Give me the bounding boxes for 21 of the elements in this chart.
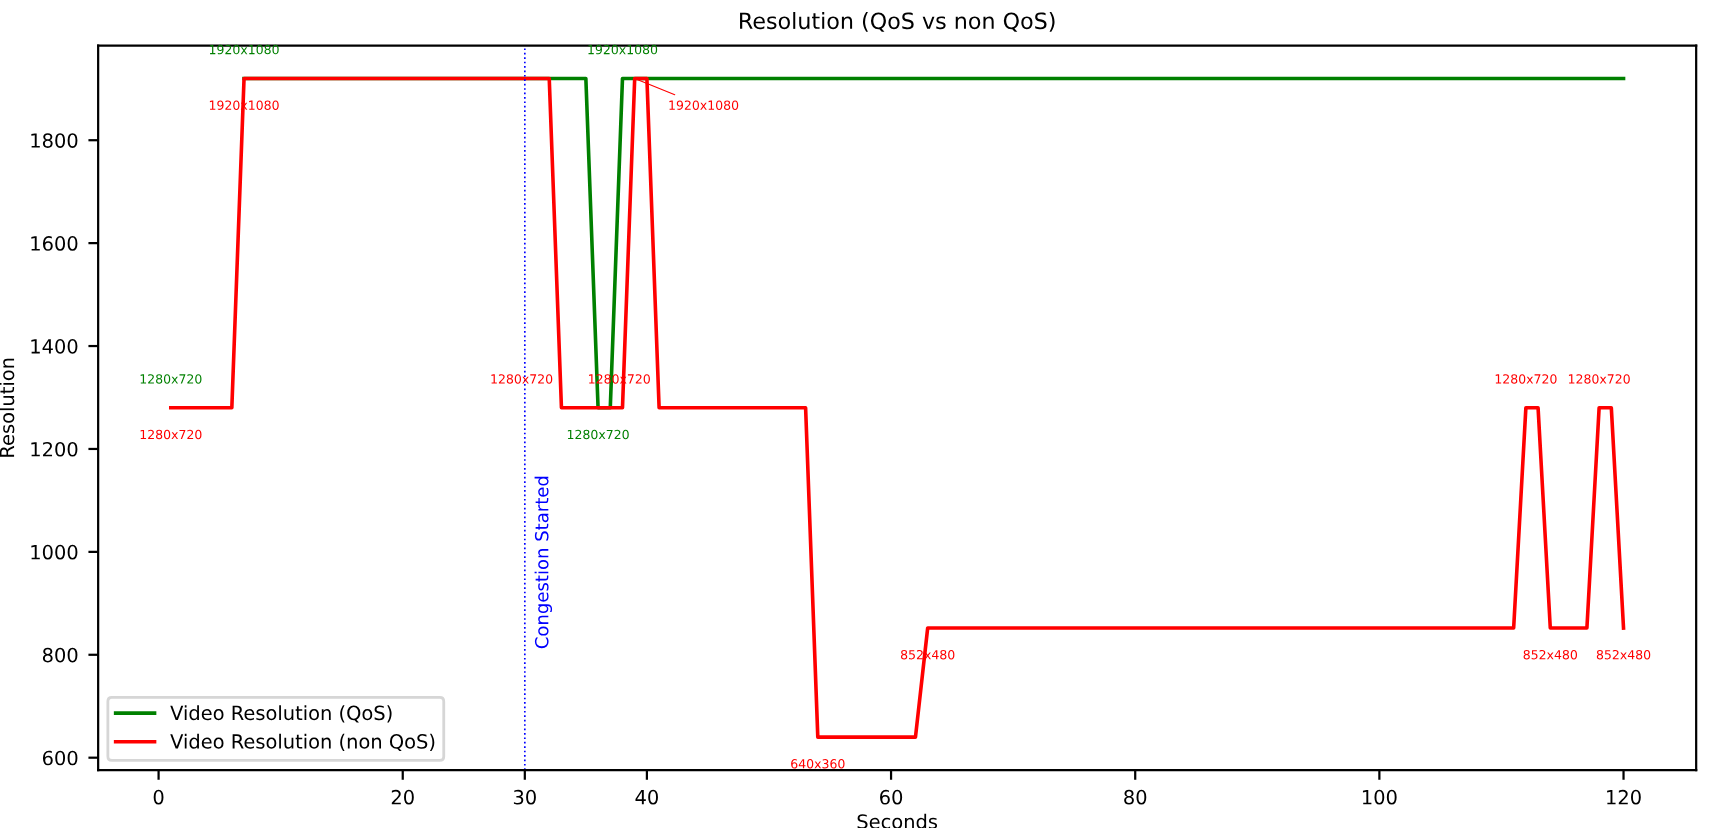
chart-title: Resolution (QoS vs non QoS) — [740, 11, 1055, 32]
y-tick-label: 1000 — [31, 544, 78, 560]
y-tick-label: 600 — [42, 750, 78, 766]
y-axis-title: Resolution — [0, 358, 15, 457]
x-tick-label: 80 — [1124, 789, 1147, 805]
y-tick-label: 1800 — [31, 133, 78, 148]
x-tick-label: 0 — [153, 789, 164, 805]
x-tick-label: 40 — [635, 789, 658, 805]
x-tick-label: 20 — [391, 789, 414, 805]
x-tick-label: 30 — [513, 789, 536, 805]
x-tick-label: 120 — [1607, 789, 1641, 805]
x-axis-title: Seconds — [857, 813, 938, 828]
y-tick-label: 1200 — [31, 441, 78, 457]
x-tick-label: 100 — [1362, 789, 1397, 805]
legend-label: Video Resolution (non QoS) — [170, 733, 435, 752]
y-tick-label: 800 — [42, 647, 78, 663]
ref-line-label: Congestion Started — [534, 476, 553, 649]
legend-label: Video Resolution (QoS) — [170, 705, 392, 723]
y-tick-label: 1600 — [31, 236, 78, 251]
y-tick-label: 1400 — [31, 339, 78, 354]
x-tick-label: 60 — [880, 789, 903, 805]
